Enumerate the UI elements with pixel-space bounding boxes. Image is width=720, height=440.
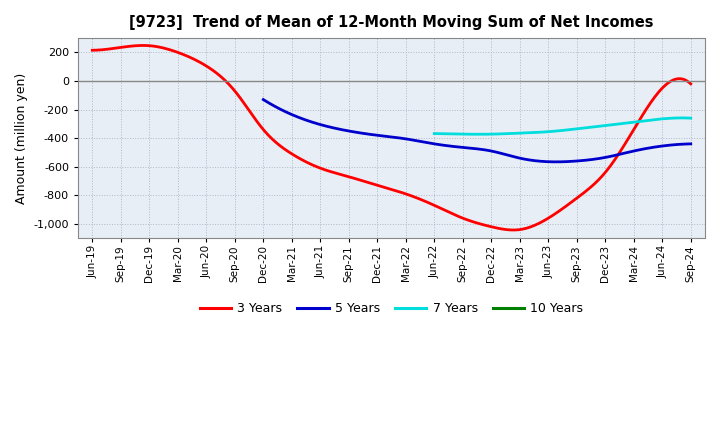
7 Years [647, 117, 656, 123]
3 Years [90, 48, 99, 53]
3 Years [444, 209, 453, 215]
7 Years [583, 125, 592, 130]
5 Years [521, 157, 529, 162]
7 Years [678, 115, 686, 121]
3 Years [456, 215, 465, 220]
5 Years [621, 150, 629, 156]
3 Years [88, 48, 96, 53]
Title: [9723]  Trend of Mean of 12-Month Moving Sum of Net Incomes: [9723] Trend of Mean of 12-Month Moving … [130, 15, 654, 30]
3 Years [138, 43, 147, 48]
Line: 7 Years: 7 Years [434, 118, 690, 134]
3 Years [596, 175, 605, 180]
7 Years [588, 125, 596, 130]
7 Years [474, 132, 482, 137]
3 Years [686, 81, 695, 87]
5 Years [686, 141, 695, 147]
5 Years [261, 98, 269, 103]
5 Years [259, 97, 268, 102]
7 Years [431, 131, 439, 136]
7 Years [686, 115, 695, 121]
5 Years [648, 145, 657, 150]
3 Years [508, 227, 517, 233]
7 Years [663, 116, 672, 121]
Line: 5 Years: 5 Years [264, 99, 690, 162]
3 Years [634, 119, 643, 124]
5 Years [512, 155, 521, 160]
Line: 3 Years: 3 Years [92, 45, 690, 230]
Legend: 3 Years, 5 Years, 7 Years, 10 Years: 3 Years, 5 Years, 7 Years, 10 Years [195, 297, 588, 320]
5 Years [513, 155, 522, 160]
3 Years [446, 210, 455, 216]
7 Years [582, 125, 591, 130]
Y-axis label: Amount (million yen): Amount (million yen) [15, 73, 28, 204]
5 Years [552, 159, 561, 165]
7 Years [430, 131, 438, 136]
